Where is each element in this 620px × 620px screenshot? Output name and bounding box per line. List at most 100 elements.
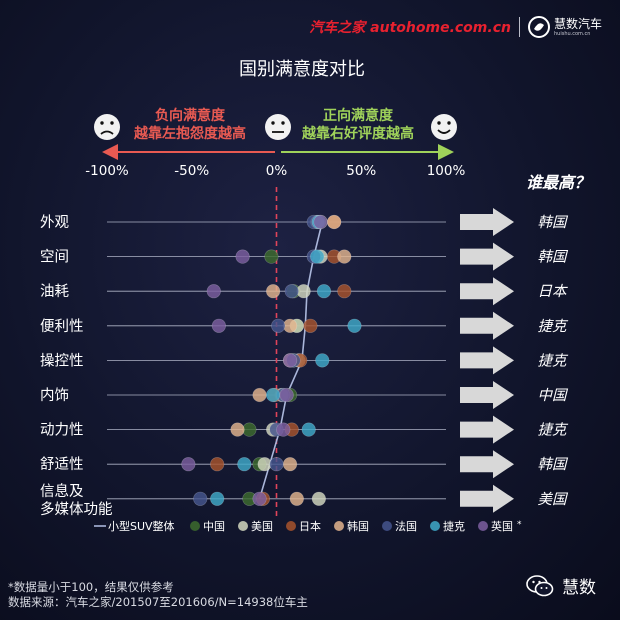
x-tick-label: 100%: [427, 163, 466, 179]
legend-label-英国: 英国: [491, 519, 513, 533]
legend-asterisk: *: [517, 520, 522, 530]
dot-韩国: [230, 422, 245, 437]
winner-label: 韩国: [538, 214, 569, 231]
dot-英国: [252, 491, 267, 506]
category-label: 舒适性: [40, 456, 84, 473]
dot-法国: [269, 457, 284, 472]
negative-sub: 越靠左抱怨度越高: [133, 125, 246, 142]
legend-swatch-英国: [478, 521, 488, 531]
winner-label: 捷克: [538, 318, 569, 335]
dot-捷克: [301, 422, 316, 437]
winner-arrow: [460, 346, 514, 375]
category-label: 操控性: [40, 352, 84, 369]
x-tick-label: 0%: [266, 163, 288, 179]
legend-label-日本: 日本: [299, 519, 321, 533]
dot-日本: [303, 318, 318, 333]
positive-sub: 越靠右好评度越高: [301, 125, 414, 142]
x-axis-ticks: -100% -50% 0% 50% 100%: [85, 163, 465, 179]
dot-韩国: [266, 284, 281, 299]
legend-swatch-中国: [190, 521, 200, 531]
category-label: 内饰: [40, 387, 69, 404]
dot-英国: [276, 422, 291, 437]
legend-overall-label: 小型SUV整体: [108, 519, 175, 533]
right-panel-title: 谁最高？: [526, 173, 590, 192]
brand-header: 汽车之家 autohome.com.cn 慧数汽车 huishu.com.cn: [309, 14, 602, 40]
winner-label: 美国: [538, 491, 569, 508]
happy-face-icon: [431, 114, 457, 140]
dot-韩国: [327, 214, 342, 230]
x-tick-label: 50%: [346, 163, 376, 179]
wechat-badge: 慧数: [526, 573, 596, 598]
dot-英国: [282, 353, 298, 368]
dot-美国: [257, 457, 272, 472]
huishu-logo-icon: [527, 16, 550, 38]
legend-swatch-美国: [238, 521, 248, 531]
winner-arrow: [460, 450, 514, 479]
category-label: 外观: [40, 214, 69, 231]
huishu-logo-url: huishu.com.cn: [553, 30, 591, 37]
winner-arrow: [460, 311, 514, 340]
huishu-logo: 慧数汽车 huishu.com.cn: [527, 16, 602, 38]
dot-日本: [337, 284, 352, 299]
wechat-label: 慧数: [562, 578, 596, 598]
dot-英国: [235, 249, 250, 264]
brand-separator: [518, 17, 520, 37]
legend-label-韩国: 韩国: [347, 519, 369, 533]
neutral-face-icon: [265, 114, 291, 140]
dot-英国: [181, 457, 196, 472]
category-label: 信息及多媒体功能: [40, 483, 113, 518]
winner-label: 日本: [538, 283, 568, 300]
dot-中国: [242, 422, 257, 437]
winner-arrow: [460, 484, 514, 513]
dot-中国: [264, 249, 279, 264]
dot-美国: [296, 284, 311, 299]
winner-label: 韩国: [538, 249, 569, 266]
wechat-icon: [526, 574, 554, 596]
negative-label: 负向满意度: [155, 107, 226, 124]
huishu-logo-name: 慧数汽车: [553, 16, 602, 31]
dot-英国: [206, 284, 221, 299]
dot-韩国: [282, 457, 298, 472]
dot-日本: [210, 457, 225, 472]
chart-title: 国别满意度对比: [239, 59, 365, 80]
winner-label: 捷克: [538, 422, 569, 439]
legend-label-美国: 美国: [251, 520, 273, 533]
x-tick-label: -50%: [174, 163, 209, 179]
winner-arrow: [460, 208, 514, 236]
dot-英国: [313, 214, 328, 230]
dot-韩国: [252, 387, 267, 403]
dot-英国: [211, 318, 226, 333]
dot-捷克: [347, 318, 362, 333]
dot-捷克: [316, 284, 332, 299]
winner-arrow: [460, 381, 514, 409]
category-label: 便利性: [40, 318, 84, 335]
positive-label: 正向满意度: [323, 107, 394, 124]
dot-法国: [193, 491, 208, 506]
winner-arrow: [460, 277, 514, 306]
dot-捷克: [210, 491, 225, 506]
dot-捷克: [310, 249, 325, 264]
winner-label: 捷克: [538, 352, 569, 369]
legend-swatch-日本: [286, 521, 296, 531]
footer-note-2: 数据来源：汽车之家/201507至201606/N=14938位车主: [8, 595, 308, 609]
legend-swatch-捷克: [430, 521, 440, 531]
winner-label: 中国: [538, 387, 569, 404]
legend-swatch-法国: [382, 521, 392, 531]
dot-韩国: [289, 491, 304, 506]
category-label: 油耗: [40, 283, 69, 300]
footer-note-1: *数据量小于100，结果仅供参考: [8, 580, 174, 594]
legend-label-中国: 中国: [203, 520, 225, 533]
dot-捷克: [237, 457, 252, 472]
dot-韩国: [337, 249, 352, 264]
x-tick-label: -100%: [85, 163, 129, 179]
category-label: 动力性: [40, 422, 84, 439]
dot-法国: [284, 284, 299, 299]
dot-美国: [311, 491, 326, 506]
sad-face-icon: [94, 114, 120, 140]
legend-label-捷克: 捷克: [443, 519, 465, 533]
dot-捷克: [315, 353, 330, 368]
legend-label-法国: 法国: [395, 519, 417, 533]
autohome-brand: 汽车之家 autohome.com.cn: [309, 20, 511, 36]
